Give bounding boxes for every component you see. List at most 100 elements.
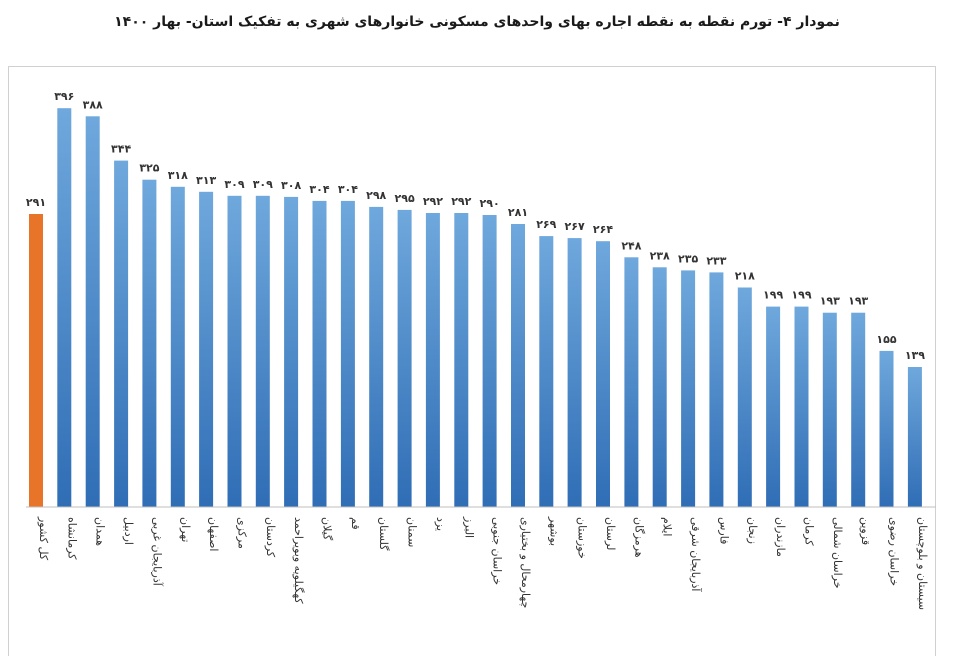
bar [312, 200, 327, 507]
value-label: ۳۰۴ [309, 183, 329, 196]
category-label: تهران [179, 517, 192, 542]
category-label: یزد [434, 517, 447, 531]
value-label: ۲۹۲ [423, 195, 443, 208]
value-label: ۲۶۷ [565, 220, 585, 233]
bar [170, 186, 185, 508]
category-label: البرز [462, 516, 475, 538]
bar [114, 160, 129, 507]
category-label: خراسان شمالی [831, 517, 844, 589]
bar [822, 312, 837, 507]
bar [284, 196, 299, 507]
value-label: ۲۳۸ [650, 249, 670, 262]
category-label: مازندران [774, 517, 787, 557]
bars-group [29, 108, 922, 508]
category-label: اردبیل [122, 517, 135, 545]
value-label: ۱۹۳ [848, 295, 868, 308]
value-label: ۳۰۴ [338, 183, 358, 196]
value-label: ۳۰۹ [224, 178, 244, 191]
category-label: فارس [717, 517, 730, 544]
value-label: ۳۰۹ [253, 178, 273, 191]
bar [57, 108, 72, 507]
bar [907, 367, 922, 507]
category-label: مرکزی [236, 517, 249, 549]
category-label: چهارمحال و بختیاری [519, 517, 532, 608]
category-labels-group: کل کشور کرمانشاه همدان اردبیل آذربایجان غربی… [37, 516, 929, 610]
bar [142, 179, 157, 507]
value-label: ۱۵۵ [876, 333, 896, 346]
value-label: ۳۱۳ [196, 174, 216, 187]
value-label: ۳۱۸ [168, 169, 188, 182]
value-label: ۲۹۰ [480, 197, 500, 210]
bar [482, 215, 497, 507]
value-label: ۲۸۱ [508, 206, 528, 219]
category-label: خوزستان [576, 517, 589, 559]
category-label: کرمانشاه [65, 517, 78, 560]
chart-frame [8, 66, 936, 656]
category-label: کل کشور [37, 516, 50, 561]
bar [709, 272, 724, 507]
bar [255, 195, 270, 508]
bar [624, 257, 639, 507]
bar [425, 213, 440, 507]
category-label: گلستان [377, 517, 390, 551]
value-label: ۳۴۴ [111, 143, 131, 156]
category-label: گیلان [321, 517, 334, 541]
bar [596, 241, 610, 507]
category-label: سیستان و بلوچستان [916, 517, 929, 610]
category-label: ایلام [661, 517, 674, 537]
category-label: آذربایجان غربی [150, 517, 164, 587]
value-label: ۳۸۸ [83, 98, 103, 111]
bar-national [29, 214, 43, 507]
bar [766, 306, 781, 507]
category-label: کهگیلویه وبویراحمد [292, 517, 305, 604]
value-label: ۱۹۳ [820, 295, 840, 308]
value-label: ۱۹۹ [763, 289, 783, 302]
category-label: هرمزگان [632, 517, 645, 558]
category-label: اصفهان [207, 517, 220, 551]
bar [851, 312, 866, 507]
value-label: ۲۳۳ [706, 254, 726, 267]
category-label: آذربایجان شرقی [689, 517, 703, 592]
category-label: کردستان [264, 517, 277, 558]
value-label: ۳۰۸ [281, 179, 301, 192]
bar [227, 195, 242, 508]
value-label: ۳۲۵ [139, 162, 159, 175]
category-label: بوشهر [547, 516, 560, 546]
bar [539, 236, 554, 507]
category-label: خراسان جنوبی [491, 517, 504, 585]
category-label: قم [349, 517, 362, 530]
category-label: سمنان [406, 517, 419, 547]
bar [199, 191, 214, 508]
value-label: ۲۹۱ [26, 196, 46, 209]
value-label: ۲۴۸ [621, 239, 641, 252]
bar [340, 200, 355, 507]
bar [567, 238, 582, 507]
bar [681, 270, 696, 507]
value-label: ۳۹۶ [54, 90, 74, 103]
category-label: قزوین [859, 517, 872, 545]
value-label: ۲۶۹ [536, 218, 556, 231]
bar [652, 267, 667, 507]
value-label: ۲۳۵ [678, 252, 698, 265]
bar [737, 287, 752, 507]
bar [511, 224, 525, 507]
category-label: کرمان [803, 517, 816, 546]
value-label: ۲۹۲ [451, 195, 471, 208]
value-label: ۲۱۸ [735, 270, 755, 283]
category-label: زنجان [746, 517, 759, 544]
value-label: ۲۹۸ [366, 189, 386, 202]
value-label: ۲۶۴ [593, 223, 613, 236]
bar [85, 116, 100, 508]
bar [369, 206, 384, 507]
bar [794, 306, 809, 507]
chart-title: نمودار ۴- تورم نقطه به نقطه اجاره بهای و… [114, 14, 840, 30]
bar [879, 350, 894, 507]
value-label: ۱۹۹ [791, 289, 811, 302]
category-label: لرستان [604, 517, 617, 550]
value-label: ۱۳۹ [905, 349, 925, 362]
category-label: همدان [94, 517, 107, 546]
bar [397, 209, 412, 507]
bar [454, 213, 469, 507]
category-label: خراسان رضوی [888, 517, 901, 586]
